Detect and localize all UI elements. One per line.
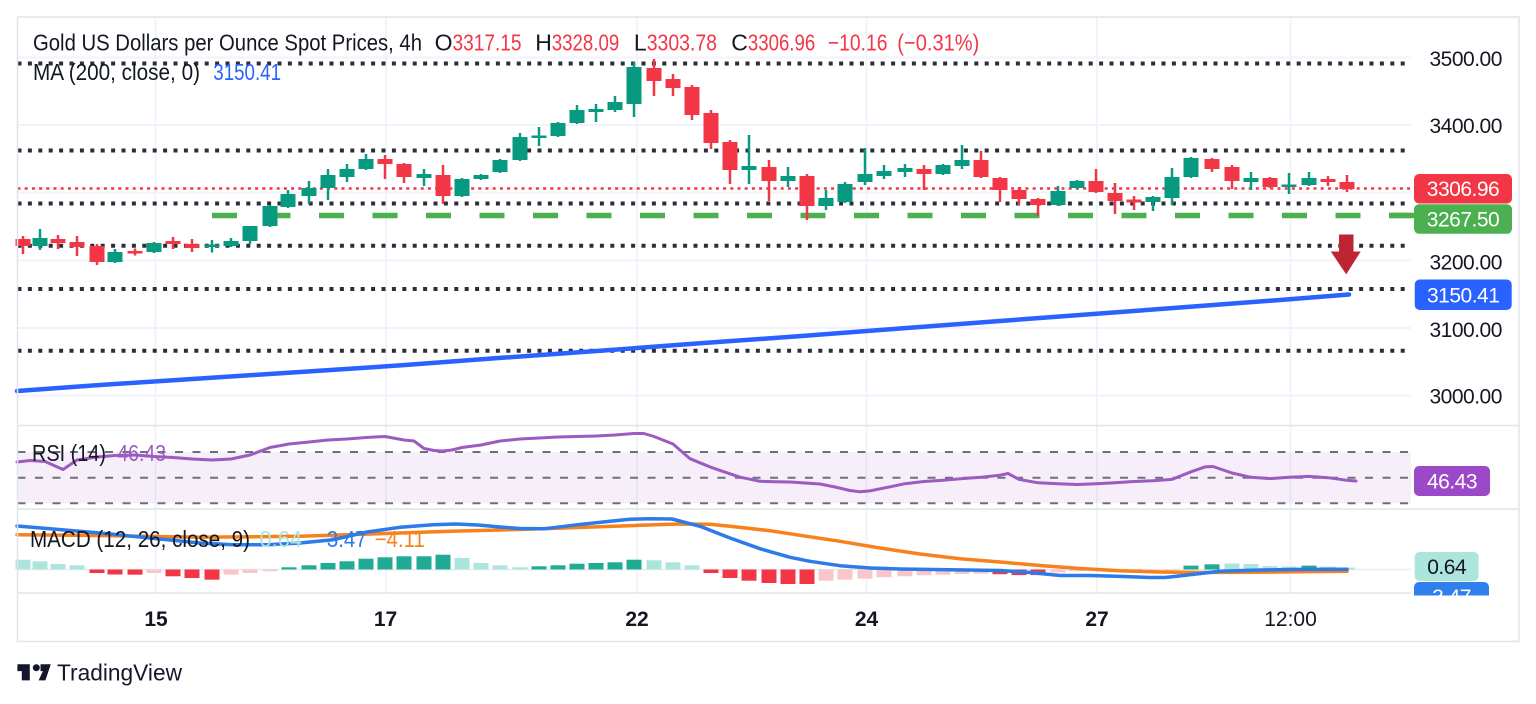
svg-text:12:00: 12:00: [1264, 608, 1317, 631]
svg-text:RSI (14): RSI (14): [32, 440, 106, 466]
svg-text:3317.15: 3317.15: [453, 30, 522, 56]
svg-text:15: 15: [144, 608, 168, 631]
svg-text:3328.09: 3328.09: [552, 30, 619, 56]
svg-text:Gold US Dollars per Ounce Spot: Gold US Dollars per Ounce Spot Prices, 4…: [33, 30, 422, 56]
svg-text:0.64: 0.64: [260, 526, 303, 552]
svg-text:TradingView: TradingView: [57, 660, 183, 686]
svg-text:46.43: 46.43: [117, 440, 166, 466]
svg-text:22: 22: [625, 608, 648, 631]
svg-text:MACD (12, 26, close, 9): MACD (12, 26, close, 9): [30, 526, 250, 552]
svg-text:H: H: [535, 30, 552, 56]
svg-text:3200.00: 3200.00: [1429, 251, 1501, 274]
svg-text:3100.00: 3100.00: [1429, 319, 1501, 342]
svg-text:17: 17: [374, 608, 397, 631]
svg-text:(−0.31%): (−0.31%): [897, 30, 979, 56]
svg-text:24: 24: [855, 608, 879, 631]
svg-text:3150.41: 3150.41: [213, 59, 281, 85]
svg-text:3.47: 3.47: [1432, 586, 1471, 609]
svg-text:3303.78: 3303.78: [647, 30, 717, 56]
svg-text:3306.96: 3306.96: [1427, 178, 1499, 201]
svg-text:MA (200, close, 0): MA (200, close, 0): [33, 59, 200, 85]
svg-text:3000.00: 3000.00: [1429, 386, 1501, 409]
svg-text:46.43: 46.43: [1427, 471, 1477, 494]
svg-text:3267.50: 3267.50: [1427, 209, 1499, 232]
svg-text:3400.00: 3400.00: [1429, 115, 1501, 138]
svg-text:3.47: 3.47: [327, 526, 367, 552]
svg-text:27: 27: [1085, 608, 1108, 631]
svg-text:3306.96: 3306.96: [748, 30, 815, 56]
svg-text:L: L: [634, 30, 647, 56]
svg-text:−4.11: −4.11: [375, 526, 425, 552]
svg-text:−10.16: −10.16: [828, 30, 888, 56]
svg-text:0.64: 0.64: [1427, 556, 1467, 579]
svg-text:3500.00: 3500.00: [1429, 48, 1501, 71]
svg-text:3150.41: 3150.41: [1427, 285, 1499, 308]
svg-text:O: O: [435, 30, 453, 56]
svg-text:C: C: [731, 30, 748, 56]
